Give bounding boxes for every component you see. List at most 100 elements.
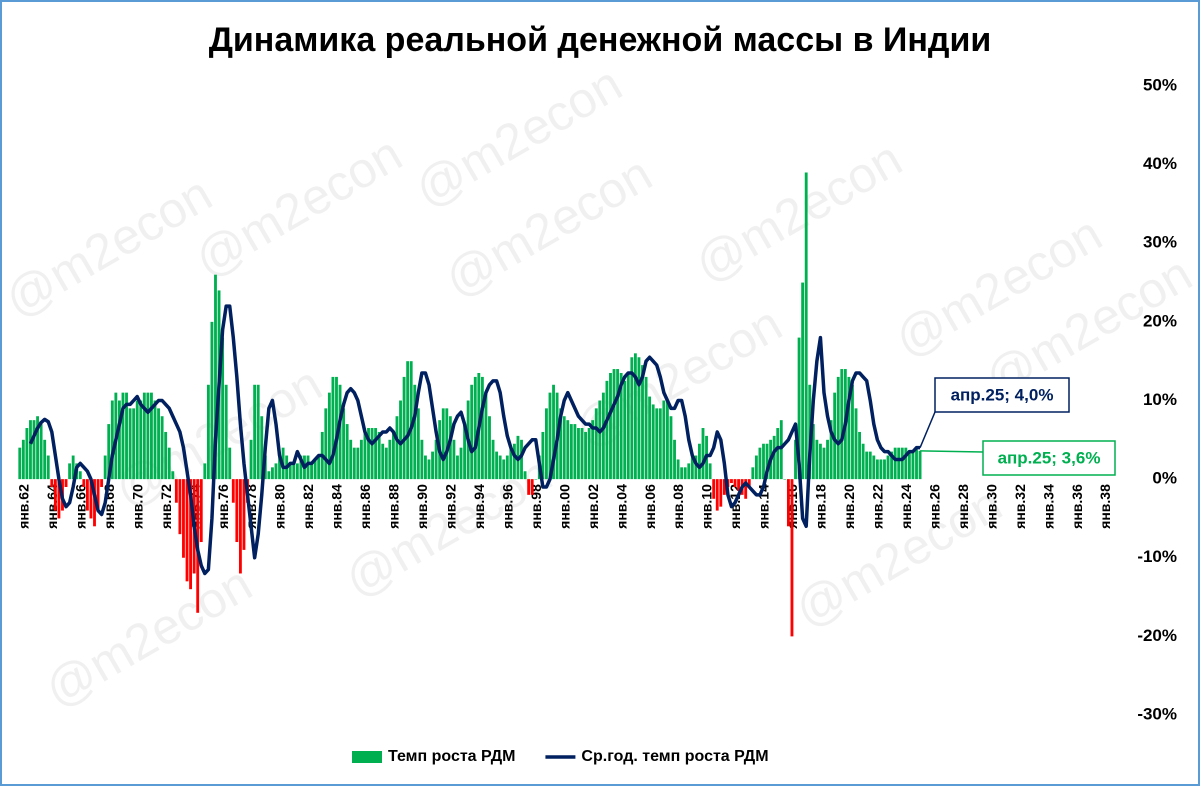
x-tick-label: янв.98 xyxy=(528,484,544,529)
bar xyxy=(545,408,548,480)
bar xyxy=(413,384,417,480)
bar xyxy=(238,479,242,574)
bar xyxy=(342,408,346,480)
bar xyxy=(722,479,726,495)
x-tick-label: янв.86 xyxy=(357,484,373,529)
bar xyxy=(601,392,605,480)
bar xyxy=(480,376,484,480)
bar xyxy=(875,459,879,480)
bar xyxy=(470,384,474,480)
x-tick-label: янв.90 xyxy=(414,484,430,529)
bar xyxy=(897,447,901,480)
bar xyxy=(164,431,168,480)
bar xyxy=(811,424,815,480)
annotation-box xyxy=(982,440,1116,476)
bar xyxy=(452,439,456,480)
bar xyxy=(836,376,840,480)
bar xyxy=(441,408,445,480)
bar xyxy=(313,459,317,480)
x-tick-label: янв.28 xyxy=(955,484,971,529)
bar xyxy=(388,439,392,480)
bar xyxy=(68,463,72,480)
bar xyxy=(776,428,780,480)
x-tick-label: янв.22 xyxy=(870,484,886,529)
bar xyxy=(391,431,395,480)
bar xyxy=(794,439,797,480)
bar xyxy=(662,400,666,480)
bar xyxy=(644,376,648,480)
bar xyxy=(616,369,620,480)
bar xyxy=(420,439,424,480)
bar xyxy=(879,459,883,480)
x-tick-label: янв.70 xyxy=(129,484,145,529)
bar xyxy=(299,455,303,480)
bar xyxy=(50,479,54,487)
bar xyxy=(157,408,160,480)
bar xyxy=(473,376,477,480)
bar xyxy=(110,400,114,480)
bar xyxy=(416,408,420,480)
bar xyxy=(260,416,264,480)
bar xyxy=(904,447,908,480)
bar xyxy=(680,467,684,480)
bar xyxy=(359,439,363,480)
bar xyxy=(520,439,523,480)
bar xyxy=(363,431,367,480)
bar xyxy=(580,428,584,480)
annotation-box xyxy=(934,377,1070,413)
bar xyxy=(53,479,57,511)
bar xyxy=(427,459,431,480)
bar xyxy=(36,416,39,480)
bar xyxy=(18,447,22,480)
bar xyxy=(569,424,573,480)
bar xyxy=(911,451,915,480)
bar xyxy=(822,447,826,480)
bar xyxy=(669,416,673,480)
bar xyxy=(463,424,467,480)
chart-title: Динамика реальной денежной массы в Индии xyxy=(209,21,992,59)
bar xyxy=(701,428,705,480)
bar xyxy=(295,463,299,480)
bar xyxy=(182,479,185,558)
annotation: апр.25; 3,6% xyxy=(998,448,1101,467)
bar xyxy=(534,479,538,480)
bar xyxy=(43,439,47,480)
bar xyxy=(249,439,253,480)
bar xyxy=(566,420,570,480)
bar xyxy=(512,443,516,480)
y-tick-label: 40% xyxy=(1143,154,1177,173)
x-tick-label: янв.34 xyxy=(1040,484,1056,529)
bar xyxy=(117,400,121,480)
bar xyxy=(523,471,527,480)
bar xyxy=(310,463,313,480)
bar xyxy=(676,459,680,480)
bar xyxy=(851,384,854,480)
bar xyxy=(317,455,321,480)
bar xyxy=(64,479,68,487)
bar xyxy=(527,479,531,495)
bar xyxy=(815,439,819,480)
bar xyxy=(651,404,655,480)
bar xyxy=(900,447,904,480)
y-tick-label: 30% xyxy=(1143,233,1177,252)
bar xyxy=(829,420,833,480)
bar xyxy=(744,479,748,499)
bar xyxy=(167,447,171,480)
bar xyxy=(206,384,210,480)
x-tick-label: янв.26 xyxy=(926,484,942,529)
bar xyxy=(779,420,783,480)
bar xyxy=(153,400,157,480)
bar xyxy=(327,392,331,480)
bar xyxy=(623,380,627,480)
x-tick-label: янв.66 xyxy=(72,484,88,529)
line xyxy=(28,304,921,576)
bar xyxy=(139,400,143,480)
bar xyxy=(89,479,93,519)
bar xyxy=(491,439,495,480)
bar xyxy=(907,451,911,480)
bar xyxy=(868,451,872,480)
bar xyxy=(584,431,587,480)
bar xyxy=(591,420,595,480)
bar xyxy=(57,479,61,519)
